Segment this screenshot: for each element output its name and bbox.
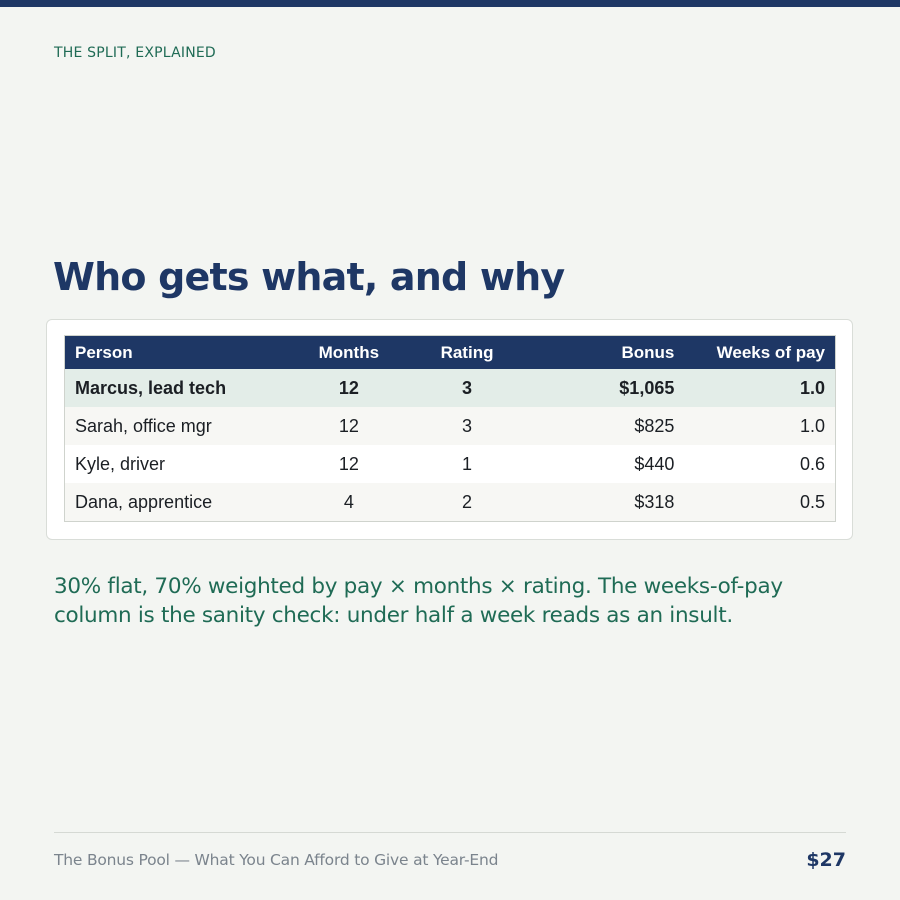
cell-months: 12 [289,445,409,483]
table-card: Person Months Rating Bonus Weeks of pay … [46,319,853,540]
cell-rating: 2 [408,483,527,522]
cell-bonus: $440 [526,445,685,483]
column-header-rating: Rating [408,335,527,369]
column-header-weeks-of-pay: Weeks of pay [684,335,836,369]
column-header-bonus: Bonus [526,335,685,369]
cell-weeks-of-pay: 1.0 [684,407,836,445]
cell-rating: 3 [408,369,527,407]
table-row: Dana, apprentice 4 2 $318 0.5 [64,483,836,522]
cell-weeks-of-pay: 0.6 [684,445,836,483]
cell-person: Marcus, lead tech [64,369,290,407]
cell-months: 12 [289,369,409,407]
cell-person: Sarah, office mgr [64,407,290,445]
cell-bonus: $318 [526,483,685,522]
cell-months: 12 [289,407,409,445]
page-title: Who gets what, and why [53,255,565,299]
table-header-row: Person Months Rating Bonus Weeks of pay [64,335,836,369]
top-accent-bar [0,0,900,7]
cell-months: 4 [289,483,409,522]
table-row: Marcus, lead tech 12 3 $1,065 1.0 [64,369,836,407]
table-row: Sarah, office mgr 12 3 $825 1.0 [64,407,836,445]
cell-weeks-of-pay: 0.5 [684,483,836,522]
section-eyebrow: THE SPLIT, EXPLAINED [54,45,216,61]
cell-weeks-of-pay: 1.0 [684,369,836,407]
cell-rating: 3 [408,407,527,445]
footer-price: $27 [806,849,846,871]
cell-person: Dana, apprentice [64,483,290,522]
cell-bonus: $1,065 [526,369,685,407]
table-row: Kyle, driver 12 1 $440 0.6 [64,445,836,483]
cell-person: Kyle, driver [64,445,290,483]
footer-book-title: The Bonus Pool — What You Can Afford to … [54,851,499,869]
explanation-note: 30% flat, 70% weighted by pay × months ×… [54,574,783,628]
bonus-split-table: Person Months Rating Bonus Weeks of pay … [64,335,836,522]
column-header-months: Months [289,335,409,369]
cell-rating: 1 [408,445,527,483]
cell-bonus: $825 [526,407,685,445]
column-header-person: Person [64,335,290,369]
footer-divider [54,832,846,833]
